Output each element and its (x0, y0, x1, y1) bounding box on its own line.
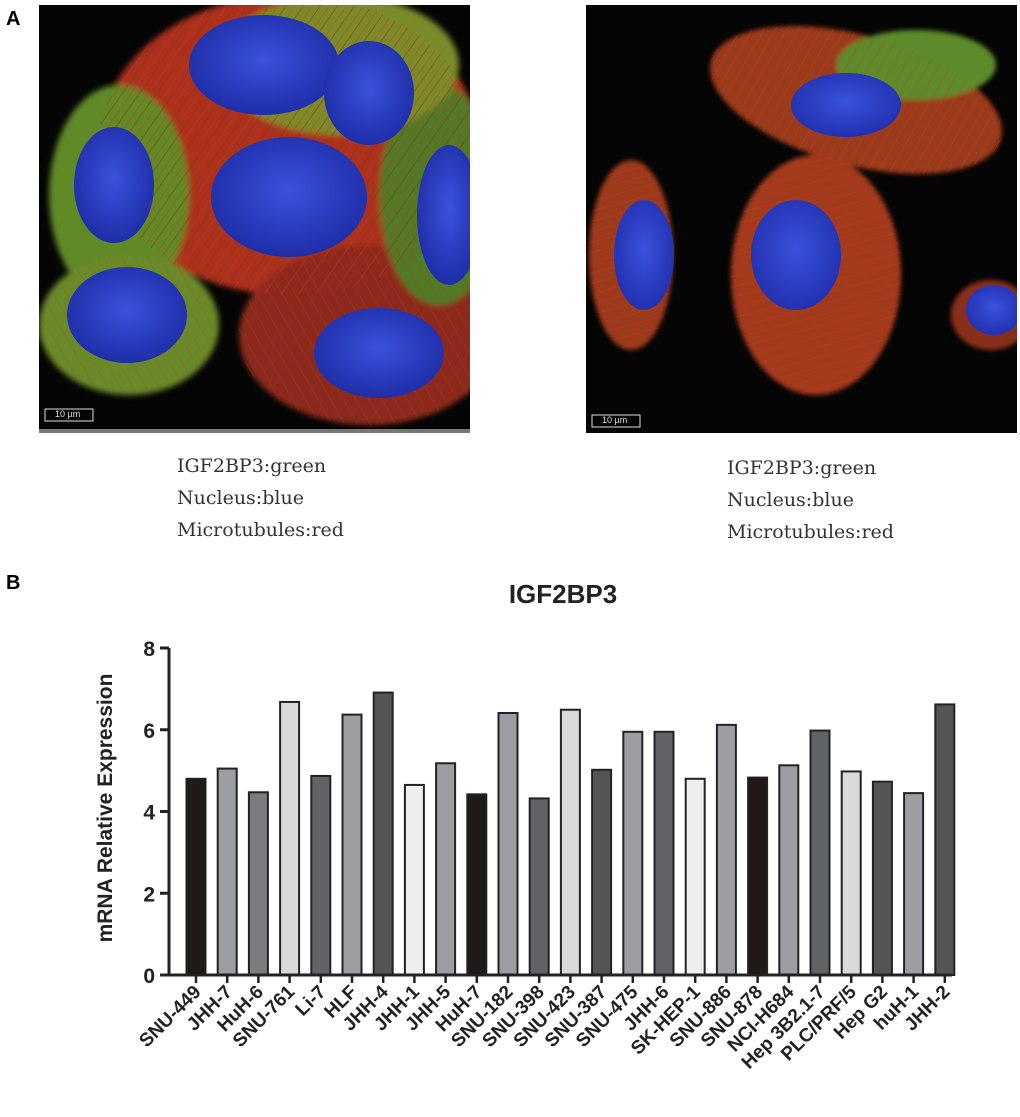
micrograph-left: 10 µm (39, 5, 470, 433)
panel-label-b: B (6, 572, 21, 594)
y-tick-label: 6 (143, 720, 155, 743)
legend-right-blue: Nucleus:blue (727, 489, 854, 511)
bar-chart: IGF2BP3 mRNA Relative Expression 0 2 4 6 8 S… (94, 579, 956, 1073)
bar-huh-1 (903, 792, 925, 976)
bar-snu-387 (591, 768, 613, 976)
legend-left-green: IGF2BP3:green (177, 455, 327, 477)
bar-jhh-6 (653, 730, 675, 976)
bar-plc-prf-5 (840, 770, 862, 976)
legend-left-blue: Nucleus:blue (177, 487, 304, 509)
bar-huh-7 (466, 793, 488, 976)
legend-left-red: Microtubules:red (177, 519, 344, 541)
bar-jhh-1 (403, 783, 425, 976)
y-tick-label: 8 (143, 638, 155, 661)
y-axis: 0 2 4 6 8 (143, 638, 171, 988)
bar-nci-h684 (778, 764, 800, 976)
x-tick-label: Li-7 (292, 982, 331, 1021)
bar-jhh-5 (435, 762, 457, 976)
bar-hlf (341, 713, 363, 976)
bar-sk-hep-1 (684, 777, 706, 976)
scale-bar-left: 10 µm (55, 409, 81, 419)
legend-right: IGF2BP3:green Nucleus:blue Microtubules:… (727, 452, 894, 548)
bar-snu-761 (279, 700, 301, 977)
bars (185, 691, 956, 977)
bar-hep-g2 (871, 780, 893, 976)
chart-title: IGF2BP3 (509, 579, 617, 609)
legend-right-red: Microtubules:red (727, 521, 894, 543)
scale-bar-right: 10 µm (602, 415, 628, 425)
legend-right-green: IGF2BP3:green (727, 457, 877, 479)
micrograph-right: 10 µm (586, 5, 1017, 433)
bar-snu-182 (497, 711, 519, 977)
panel-label-a: A (6, 8, 21, 30)
y-tick-label: 4 (143, 802, 155, 825)
legend-left: IGF2BP3:green Nucleus:blue Microtubules:… (177, 450, 344, 546)
bar-snu-886 (715, 723, 737, 976)
bar-snu-449 (185, 777, 207, 976)
bar-snu-475 (622, 730, 644, 976)
micrograph-left-image (39, 5, 470, 433)
y-tick-label: 0 (143, 965, 155, 988)
bar-hep-3b2-1-7 (809, 729, 831, 976)
micrograph-right-image (586, 5, 1017, 433)
bar-li-7 (310, 774, 332, 976)
bar-jhh-4 (372, 691, 394, 977)
y-axis-label: mRNA Relative Expression (94, 674, 117, 943)
bar-jhh-7 (216, 767, 238, 976)
bar-jhh-2 (934, 703, 956, 976)
x-axis: SNU-449JHH-7HuH-6SNU-761Li-7HLFJHH-4JHH-… (135, 973, 954, 1073)
bar-snu-398 (528, 797, 550, 976)
y-tick-label: 2 (143, 883, 155, 906)
bar-snu-423 (559, 708, 581, 976)
bar-snu-878 (747, 776, 769, 976)
bar-huh-6 (247, 791, 269, 976)
